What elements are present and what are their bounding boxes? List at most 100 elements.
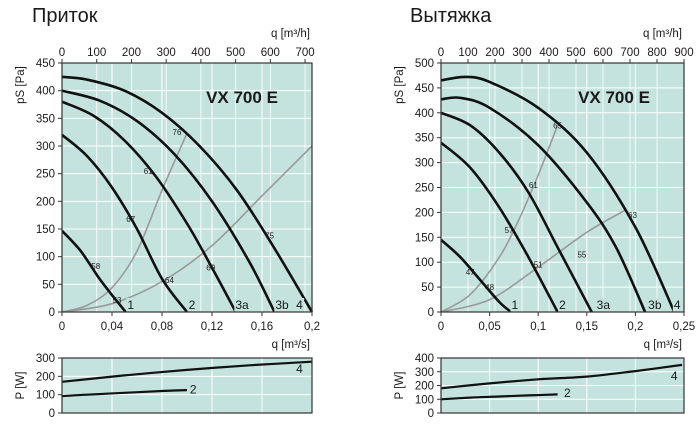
right-power-y-tick-label: 0 — [428, 408, 434, 420]
right-pressure-curve-label: 3a — [597, 298, 611, 312]
left-power-y-tick-label: 200 — [36, 371, 55, 383]
right-pressure-y-tick-label: 500 — [415, 58, 434, 70]
right-pressure-y-tick-label: 400 — [415, 108, 434, 120]
left-pressure-curve-3b — [62, 89, 276, 312]
left-pressure-efficiency-label: 75 — [265, 232, 274, 241]
left-power-curve-label: 2 — [190, 383, 197, 397]
right-power-frame — [440, 357, 685, 414]
right-pressure-y-tick-label: 350 — [415, 133, 434, 145]
right-pressure-y-tick-label: 200 — [415, 207, 434, 219]
left-pressure-curve-label-bg — [295, 298, 305, 312]
right-pressure-top-axis-title: q [m³/h] — [643, 28, 682, 40]
left-pressure-curve-label: 2 — [189, 298, 196, 312]
right-power-y-axis-title: P [W] — [394, 372, 406, 400]
right-pressure-y-tick-label: 100 — [415, 257, 434, 269]
left-pressure-efficiency-label: 76 — [173, 128, 182, 137]
right-pressure-curve-3b — [441, 96, 647, 312]
left-pressure-y-tick-label: 50 — [42, 279, 55, 291]
left-power-y-axis-title: P [W] — [15, 372, 27, 400]
right-pressure-y-tick-label: 450 — [415, 83, 434, 95]
right-pressure-curve-label-bg — [647, 298, 663, 312]
left-pressure-curve-4 — [62, 75, 314, 312]
left-power-y-tick-label: 0 — [49, 408, 55, 420]
right-pressure-curve-label-bg — [510, 298, 520, 312]
right-power-y-tick-label: 100 — [415, 394, 434, 406]
left-pressure-bottom-axis-title: q [m³/s] — [272, 339, 310, 351]
right-pressure-curve-2 — [441, 141, 559, 312]
left-pressure-efficiency-label: 67 — [126, 215, 135, 224]
left-power-plot-area — [62, 358, 312, 413]
left-pressure-curve-label-bg — [234, 298, 250, 312]
right-pressure-frame — [440, 62, 685, 313]
right-pressure-y-tick-label: 300 — [415, 158, 434, 170]
right-power-y-tick-label: 200 — [415, 381, 434, 393]
right-pressure-top-tick-label: 400 — [539, 47, 558, 59]
right-pressure-efficiency-label: 51 — [534, 261, 543, 270]
left-pressure-x-tick-label: 0 — [59, 321, 65, 333]
right-pressure-top-tick-label: 600 — [593, 47, 612, 59]
right-pressure-curve-label: 1 — [512, 298, 519, 312]
right-pressure-x-tick-label: 0,1 — [530, 321, 546, 333]
left-pressure-top-axis-title: q [m³/h] — [271, 28, 310, 40]
left-pressure-y-tick-label: 300 — [36, 141, 55, 153]
left-pressure-y-tick-label: 0 — [49, 307, 55, 319]
right-pressure-curve-1 — [441, 238, 512, 312]
left-pressure-frame — [61, 62, 313, 313]
right-pressure-curve-4 — [441, 75, 676, 312]
right-pressure-curve-label-bg — [595, 298, 612, 312]
right-pressure-top-tick-label: 900 — [674, 47, 693, 59]
right-pressure-curve-label: 2 — [559, 298, 566, 312]
left-pressure-y-tick-label: 200 — [36, 196, 55, 208]
left-pressure-efficiency-label: 58 — [91, 262, 100, 271]
left-pressure-curve-label: 4 — [296, 298, 303, 312]
right-pressure-top-tick-label: 100 — [458, 47, 477, 59]
right-pressure-x-tick-label: 0,2 — [627, 321, 643, 333]
left-power-curve-2 — [62, 389, 188, 398]
left-pressure-curve-label-bg — [274, 298, 290, 312]
left-power-y-tick-label: 100 — [36, 390, 55, 402]
right-pressure-x-tick-label: 0,05 — [478, 321, 500, 333]
right-pressure-title: Вытяжка — [410, 5, 492, 27]
left-pressure-x-tick-label: 0,04 — [101, 321, 124, 333]
left-pressure-efficiency-label: 64 — [165, 276, 174, 285]
right-pressure-efficiency-line — [440, 209, 627, 313]
left-pressure-curve-label: 3a — [235, 298, 249, 312]
right-pressure-x-tick-label: 0,25 — [673, 321, 695, 333]
right-pressure-top-tick-label: 0 — [438, 47, 444, 59]
left-pressure-top-tick-label: 300 — [157, 47, 176, 59]
right-power-curve-label: 4 — [671, 369, 678, 383]
left-pressure-efficiency-line — [61, 145, 313, 313]
right-pressure-top-tick-label: 700 — [620, 47, 639, 59]
left-pressure-y-tick-label: 350 — [36, 113, 55, 125]
right-power-curve-2 — [441, 393, 558, 401]
left-pressure-x-tick-label: 0,08 — [151, 321, 173, 333]
left-pressure-y-tick-label: 150 — [36, 224, 55, 236]
right-pressure-x-tick-label: 0 — [438, 321, 444, 333]
left-power-frame — [61, 357, 313, 414]
right-pressure-top-tick-label: 500 — [566, 47, 585, 59]
left-pressure-y-tick-label: 450 — [36, 58, 55, 70]
right-pressure-y-tick-label: 150 — [415, 232, 434, 244]
left-pressure-curve-label: 3b — [275, 298, 289, 312]
left-pressure-top-tick-label: 600 — [261, 47, 280, 59]
right-power-y-tick-label: 400 — [415, 353, 434, 365]
right-power-curve-label: 2 — [564, 386, 571, 400]
right-pressure-efficiency-label: 61 — [529, 181, 538, 190]
left-pressure-x-tick-label: 0,12 — [201, 321, 223, 333]
left-pressure-x-tick-label: 0,2 — [304, 321, 320, 333]
right-pressure-x-tick-label: 0,15 — [576, 321, 598, 333]
left-pressure-top-tick-label: 700 — [295, 47, 314, 59]
left-pressure-curve-label-bg — [126, 298, 136, 312]
right-pressure-top-tick-label: 200 — [485, 47, 504, 59]
right-pressure-efficiency-line — [440, 125, 559, 313]
right-pressure-y-tick-label: 250 — [415, 183, 434, 195]
right-pressure-model-label: VX 700 E — [578, 88, 650, 107]
left-pressure-x-tick-label: 0,16 — [251, 321, 273, 333]
right-pressure-efficiency-label: 47 — [466, 268, 475, 277]
left-pressure-top-tick-label: 100 — [87, 47, 106, 59]
right-pressure-curve-label: 4 — [674, 298, 681, 312]
right-pressure-curve-label: 3b — [648, 298, 662, 312]
left-power-curve-4 — [62, 360, 313, 383]
right-pressure-efficiency-label: 65 — [553, 121, 562, 130]
